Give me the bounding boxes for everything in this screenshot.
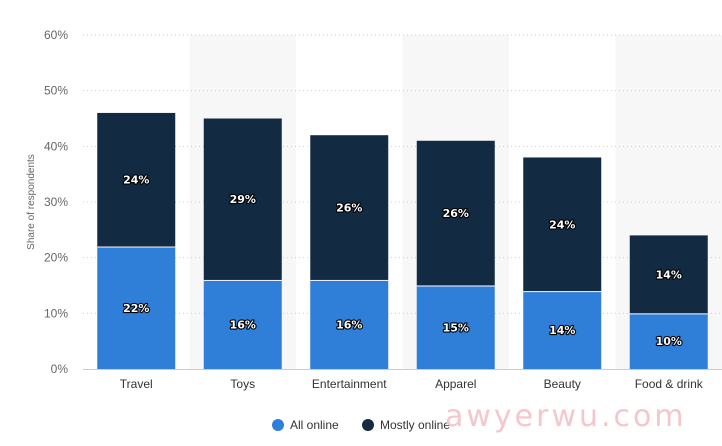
bar-all-online[interactable] (629, 313, 708, 369)
data-label: 24% (549, 218, 575, 231)
bar-all-online[interactable] (416, 285, 495, 370)
data-label: 29% (230, 193, 256, 206)
x-tick-label: Apparel (435, 377, 476, 391)
bar-mostly-online[interactable] (416, 140, 495, 286)
data-label: 22% (123, 302, 149, 315)
legend-label: All online (290, 418, 339, 432)
bar-mostly-online[interactable] (310, 135, 389, 280)
watermark: awyerwu.com (445, 399, 687, 434)
data-label: 16% (336, 318, 362, 331)
y-tick-label: 30% (44, 195, 68, 209)
bar-all-online[interactable] (97, 246, 176, 369)
bar-mostly-online[interactable] (97, 112, 176, 247)
legend-marker (362, 419, 374, 431)
gridlines (83, 34, 722, 314)
data-label: 16% (230, 318, 256, 331)
x-tick-label: Entertainment (312, 377, 387, 391)
bar-all-online[interactable] (523, 291, 602, 369)
y-axis: 0% 10% 20% 30% 40% 50% 60% (44, 28, 68, 376)
data-label: 15% (443, 321, 469, 334)
legend: All online Mostly online (272, 418, 450, 432)
data-label: 14% (656, 268, 682, 281)
y-tick-label: 60% (44, 28, 68, 42)
y-tick-label: 0% (51, 362, 69, 376)
x-tick-label: Beauty (544, 377, 581, 391)
bar-mostly-online[interactable] (203, 118, 282, 280)
bar-mostly-online[interactable] (523, 157, 602, 292)
legend-label: Mostly online (380, 418, 450, 432)
data-label: 26% (443, 207, 469, 220)
data-label: 14% (549, 324, 575, 337)
y-tick-label: 20% (44, 251, 68, 265)
legend-marker (272, 419, 284, 431)
legend-item-all-online[interactable]: All online (272, 418, 339, 432)
x-tick-label: Food & drink (635, 377, 704, 391)
bar-all-online[interactable] (310, 279, 389, 369)
bars: 22% 24% 16% 29% 16% 26% 15% 26% 14% 24% 10% 14% (97, 112, 708, 370)
x-tick-label: Travel (120, 377, 153, 391)
y-tick-label: 50% (44, 84, 68, 98)
y-tick-label: 40% (44, 139, 68, 153)
data-label: 24% (123, 174, 149, 187)
x-tick-label: Toys (230, 377, 255, 391)
bar-mostly-online[interactable] (629, 235, 708, 314)
data-label: 26% (336, 202, 362, 215)
data-label: 10% (656, 335, 682, 348)
bar-all-online[interactable] (203, 279, 282, 369)
y-axis-title: Share of respondents (26, 154, 37, 250)
y-tick-label: 10% (44, 306, 68, 320)
legend-item-mostly-online[interactable]: Mostly online (362, 418, 450, 432)
x-axis: Travel Toys Entertainment Apparel Beauty Food… (83, 369, 722, 391)
